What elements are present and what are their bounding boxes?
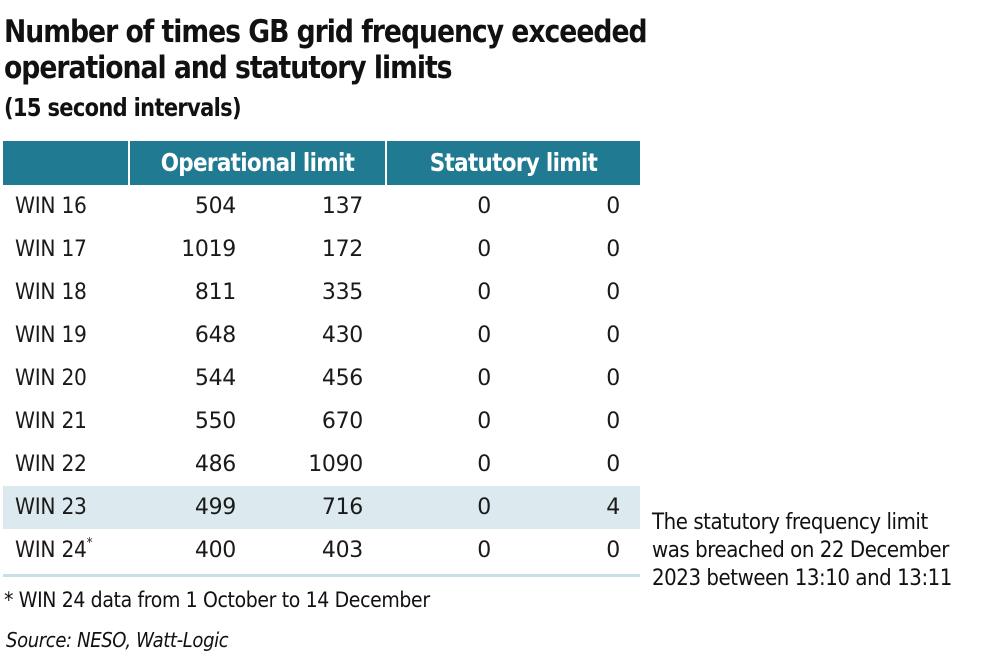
row-label-text: WIN 21 xyxy=(15,409,87,434)
row-label-text: WIN 17 xyxy=(15,237,87,262)
header-divider xyxy=(128,141,130,185)
cell-st1: 0 xyxy=(477,538,491,563)
table-bottom-rule xyxy=(3,574,640,577)
cell-op2: 403 xyxy=(321,538,363,563)
table-row: WIN 24* 400 403 0 0 xyxy=(3,529,640,572)
table-row: WIN 16 504 137 0 0 xyxy=(3,185,640,228)
row-label: WIN 22 xyxy=(15,443,87,486)
cell-st1: 0 xyxy=(477,194,491,219)
cell-op1: 648 xyxy=(194,323,236,348)
table-row: WIN 21 550 670 0 0 xyxy=(3,400,640,443)
header-divider xyxy=(385,141,387,185)
cell-st2: 0 xyxy=(606,237,620,262)
table-row: WIN 23 499 716 0 4 xyxy=(3,486,640,529)
cell-op2: 430 xyxy=(321,323,363,348)
cell-op2: 172 xyxy=(321,237,363,262)
cell-st2: 0 xyxy=(606,452,620,477)
footnote: * WIN 24 data from 1 October to 14 Decem… xyxy=(4,588,430,612)
breach-annotation: The statutory frequency limit was breach… xyxy=(652,510,952,591)
row-label: WIN 24* xyxy=(15,529,93,572)
cell-st2: 4 xyxy=(606,495,620,520)
row-label: WIN 20 xyxy=(15,357,87,400)
cell-st1: 0 xyxy=(477,237,491,262)
cell-op1: 504 xyxy=(194,194,236,219)
cell-st2: 0 xyxy=(606,194,620,219)
table-row: WIN 19 648 430 0 0 xyxy=(3,314,640,357)
row-label-text: WIN 20 xyxy=(15,366,87,391)
cell-st2: 0 xyxy=(606,366,620,391)
cell-st1: 0 xyxy=(477,323,491,348)
source-note: Source: NESO, Watt-Logic xyxy=(6,628,229,652)
cell-st1: 0 xyxy=(477,495,491,520)
row-label: WIN 17 xyxy=(15,228,87,271)
cell-st1: 0 xyxy=(477,409,491,434)
header-blank xyxy=(12,141,120,185)
table-row: WIN 18 811 335 0 0 xyxy=(3,271,640,314)
cell-st1: 0 xyxy=(477,280,491,305)
table-row: WIN 22 486 1090 0 0 xyxy=(3,443,640,486)
header-operational-limit: Operational limit xyxy=(160,148,355,177)
row-label-text: WIN 24 xyxy=(15,538,87,563)
cell-st1: 0 xyxy=(477,366,491,391)
cell-op2: 335 xyxy=(321,280,363,305)
row-label: WIN 23 xyxy=(15,486,87,529)
cell-op1: 400 xyxy=(194,538,236,563)
row-label-text: WIN 22 xyxy=(15,452,87,477)
row-label: WIN 19 xyxy=(15,314,87,357)
row-label-text: WIN 23 xyxy=(15,495,87,520)
row-label-text: WIN 18 xyxy=(15,280,87,305)
table-body: WIN 16 504 137 0 0 WIN 17 1019 172 0 0 WIN 18 811 33… xyxy=(3,185,640,572)
row-label: WIN 18 xyxy=(15,271,87,314)
cell-st2: 0 xyxy=(606,280,620,305)
table-row: WIN 17 1019 172 0 0 xyxy=(3,228,640,271)
chart-subtitle: (15 second intervals) xyxy=(4,93,242,122)
row-label: WIN 21 xyxy=(15,400,87,443)
header-statutory-limit: Statutory limit xyxy=(429,148,598,177)
cell-op2: 456 xyxy=(321,366,363,391)
cell-st1: 0 xyxy=(477,452,491,477)
cell-st2: 0 xyxy=(606,538,620,563)
cell-op1: 811 xyxy=(194,280,236,305)
footnote-marker: * xyxy=(86,536,93,551)
cell-st2: 0 xyxy=(606,323,620,348)
cell-op1: 486 xyxy=(194,452,236,477)
row-label-text: WIN 16 xyxy=(15,194,87,219)
cell-op2: 137 xyxy=(321,194,363,219)
table-header: Operational limit Statutory limit xyxy=(3,141,640,185)
cell-op2: 670 xyxy=(321,409,363,434)
cell-op1: 499 xyxy=(194,495,236,520)
table-row: WIN 20 544 456 0 0 xyxy=(3,357,640,400)
row-label: WIN 16 xyxy=(15,185,87,228)
row-label-text: WIN 19 xyxy=(15,323,87,348)
frequency-table: Operational limit Statutory limit WIN 16… xyxy=(3,141,640,572)
cell-op2: 716 xyxy=(321,495,363,520)
cell-op1: 1019 xyxy=(181,237,236,262)
chart-title: Number of times GB grid frequency exceed… xyxy=(4,14,648,86)
cell-st2: 0 xyxy=(606,409,620,434)
cell-op1: 544 xyxy=(194,366,236,391)
cell-op2: 1090 xyxy=(308,452,363,477)
cell-op1: 550 xyxy=(194,409,236,434)
